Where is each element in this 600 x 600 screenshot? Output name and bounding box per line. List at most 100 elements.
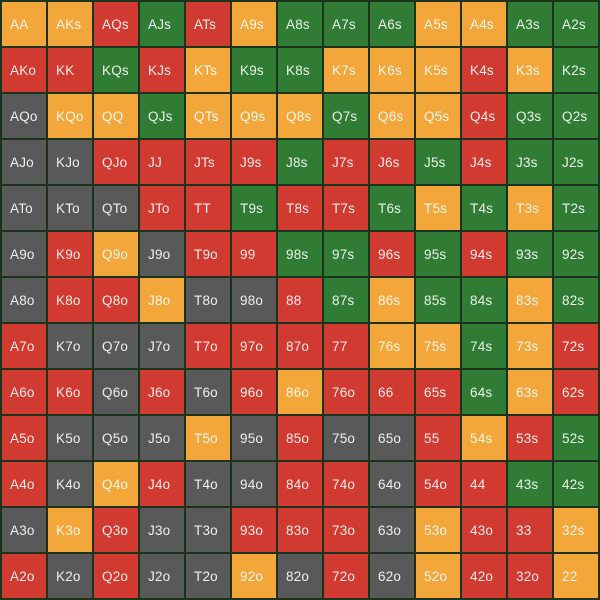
- hand-cell-84s[interactable]: 84s: [462, 278, 506, 322]
- hand-cell-KJo[interactable]: KJo: [48, 140, 92, 184]
- hand-cell-66[interactable]: 66: [370, 370, 414, 414]
- hand-cell-J5s[interactable]: J5s: [416, 140, 460, 184]
- hand-cell-82o[interactable]: 82o: [278, 554, 322, 598]
- hand-cell-Q9o[interactable]: Q9o: [94, 232, 138, 276]
- hand-cell-75s[interactable]: 75s: [416, 324, 460, 368]
- hand-cell-KTs[interactable]: KTs: [186, 48, 230, 92]
- hand-cell-JJ[interactable]: JJ: [140, 140, 184, 184]
- hand-cell-Q5s[interactable]: Q5s: [416, 94, 460, 138]
- hand-cell-T9o[interactable]: T9o: [186, 232, 230, 276]
- hand-cell-52o[interactable]: 52o: [416, 554, 460, 598]
- hand-cell-Q6o[interactable]: Q6o: [94, 370, 138, 414]
- hand-cell-T3s[interactable]: T3s: [508, 186, 552, 230]
- hand-cell-75o[interactable]: 75o: [324, 416, 368, 460]
- hand-cell-J6s[interactable]: J6s: [370, 140, 414, 184]
- hand-cell-KJs[interactable]: KJs: [140, 48, 184, 92]
- hand-cell-KTo[interactable]: KTo: [48, 186, 92, 230]
- hand-cell-84o[interactable]: 84o: [278, 462, 322, 506]
- hand-cell-J4s[interactable]: J4s: [462, 140, 506, 184]
- hand-cell-AA[interactable]: AA: [2, 2, 46, 46]
- hand-cell-65s[interactable]: 65s: [416, 370, 460, 414]
- hand-cell-85o[interactable]: 85o: [278, 416, 322, 460]
- hand-cell-Q2s[interactable]: Q2s: [554, 94, 598, 138]
- hand-cell-74s[interactable]: 74s: [462, 324, 506, 368]
- hand-cell-J3s[interactable]: J3s: [508, 140, 552, 184]
- hand-cell-T2o[interactable]: T2o: [186, 554, 230, 598]
- hand-cell-64o[interactable]: 64o: [370, 462, 414, 506]
- hand-cell-T9s[interactable]: T9s: [232, 186, 276, 230]
- hand-cell-QTs[interactable]: QTs: [186, 94, 230, 138]
- hand-cell-A6s[interactable]: A6s: [370, 2, 414, 46]
- hand-cell-97s[interactable]: 97s: [324, 232, 368, 276]
- hand-cell-K9o[interactable]: K9o: [48, 232, 92, 276]
- hand-cell-K6s[interactable]: K6s: [370, 48, 414, 92]
- hand-cell-K2o[interactable]: K2o: [48, 554, 92, 598]
- hand-cell-J6o[interactable]: J6o: [140, 370, 184, 414]
- hand-cell-K5o[interactable]: K5o: [48, 416, 92, 460]
- hand-cell-T5s[interactable]: T5s: [416, 186, 460, 230]
- hand-cell-T8s[interactable]: T8s: [278, 186, 322, 230]
- hand-cell-Q6s[interactable]: Q6s: [370, 94, 414, 138]
- hand-cell-A7o[interactable]: A7o: [2, 324, 46, 368]
- hand-cell-Q7o[interactable]: Q7o: [94, 324, 138, 368]
- hand-cell-K8o[interactable]: K8o: [48, 278, 92, 322]
- hand-cell-QTo[interactable]: QTo: [94, 186, 138, 230]
- hand-cell-99[interactable]: 99: [232, 232, 276, 276]
- hand-cell-98s[interactable]: 98s: [278, 232, 322, 276]
- hand-cell-85s[interactable]: 85s: [416, 278, 460, 322]
- hand-cell-AJs[interactable]: AJs: [140, 2, 184, 46]
- hand-cell-ATo[interactable]: ATo: [2, 186, 46, 230]
- hand-cell-62o[interactable]: 62o: [370, 554, 414, 598]
- hand-cell-J8s[interactable]: J8s: [278, 140, 322, 184]
- hand-cell-J7o[interactable]: J7o: [140, 324, 184, 368]
- hand-cell-T3o[interactable]: T3o: [186, 508, 230, 552]
- hand-cell-76s[interactable]: 76s: [370, 324, 414, 368]
- hand-cell-94s[interactable]: 94s: [462, 232, 506, 276]
- hand-cell-88[interactable]: 88: [278, 278, 322, 322]
- hand-cell-K9s[interactable]: K9s: [232, 48, 276, 92]
- hand-cell-Q9s[interactable]: Q9s: [232, 94, 276, 138]
- hand-cell-97o[interactable]: 97o: [232, 324, 276, 368]
- hand-cell-86o[interactable]: 86o: [278, 370, 322, 414]
- hand-cell-42o[interactable]: 42o: [462, 554, 506, 598]
- hand-cell-KK[interactable]: KK: [48, 48, 92, 92]
- hand-cell-87s[interactable]: 87s: [324, 278, 368, 322]
- hand-cell-A7s[interactable]: A7s: [324, 2, 368, 46]
- hand-cell-32o[interactable]: 32o: [508, 554, 552, 598]
- hand-cell-Q4o[interactable]: Q4o: [94, 462, 138, 506]
- hand-cell-JTo[interactable]: JTo: [140, 186, 184, 230]
- hand-cell-A4s[interactable]: A4s: [462, 2, 506, 46]
- hand-cell-52s[interactable]: 52s: [554, 416, 598, 460]
- hand-cell-KQo[interactable]: KQo: [48, 94, 92, 138]
- hand-cell-72s[interactable]: 72s: [554, 324, 598, 368]
- hand-cell-J9s[interactable]: J9s: [232, 140, 276, 184]
- hand-cell-J9o[interactable]: J9o: [140, 232, 184, 276]
- hand-cell-K7o[interactable]: K7o: [48, 324, 92, 368]
- hand-cell-A3o[interactable]: A3o: [2, 508, 46, 552]
- hand-cell-Q7s[interactable]: Q7s: [324, 94, 368, 138]
- hand-cell-76o[interactable]: 76o: [324, 370, 368, 414]
- hand-cell-Q8o[interactable]: Q8o: [94, 278, 138, 322]
- hand-cell-T4o[interactable]: T4o: [186, 462, 230, 506]
- hand-cell-65o[interactable]: 65o: [370, 416, 414, 460]
- hand-cell-95s[interactable]: 95s: [416, 232, 460, 276]
- hand-cell-J2o[interactable]: J2o: [140, 554, 184, 598]
- hand-cell-63o[interactable]: 63o: [370, 508, 414, 552]
- hand-cell-K4o[interactable]: K4o: [48, 462, 92, 506]
- hand-cell-K7s[interactable]: K7s: [324, 48, 368, 92]
- hand-cell-22[interactable]: 22: [554, 554, 598, 598]
- hand-cell-Q2o[interactable]: Q2o: [94, 554, 138, 598]
- hand-cell-J4o[interactable]: J4o: [140, 462, 184, 506]
- hand-cell-T2s[interactable]: T2s: [554, 186, 598, 230]
- hand-cell-AQs[interactable]: AQs: [94, 2, 138, 46]
- hand-cell-T7o[interactable]: T7o: [186, 324, 230, 368]
- hand-cell-A5s[interactable]: A5s: [416, 2, 460, 46]
- hand-cell-74o[interactable]: 74o: [324, 462, 368, 506]
- hand-cell-QJo[interactable]: QJo: [94, 140, 138, 184]
- hand-cell-T6s[interactable]: T6s: [370, 186, 414, 230]
- hand-cell-JTs[interactable]: JTs: [186, 140, 230, 184]
- hand-cell-Q3s[interactable]: Q3s: [508, 94, 552, 138]
- hand-cell-73s[interactable]: 73s: [508, 324, 552, 368]
- hand-cell-64s[interactable]: 64s: [462, 370, 506, 414]
- hand-cell-K3s[interactable]: K3s: [508, 48, 552, 92]
